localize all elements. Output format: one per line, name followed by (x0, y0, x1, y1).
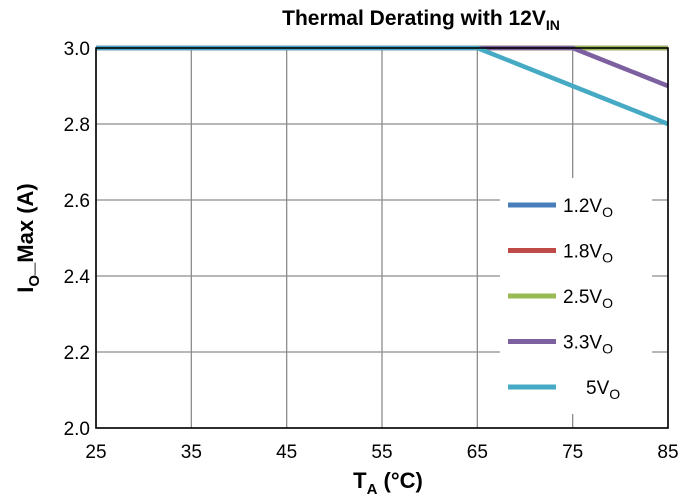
legend-label: 3.3VO (563, 333, 613, 357)
legend-label: 5VO (586, 378, 620, 402)
x-tick-label: 35 (181, 442, 202, 463)
legend-label: 1.2VO (563, 196, 613, 220)
x-tick-label: 25 (85, 442, 106, 463)
y-tick-label: 3.0 (64, 39, 90, 60)
x-tick-label: 85 (657, 442, 678, 463)
y-tick-label: 2.0 (64, 419, 90, 440)
y-tick-labels: 2.0 2.2 2.4 2.6 2.8 3.0 (64, 39, 91, 440)
x-tick-label: 65 (467, 442, 488, 463)
y-axis-label: IO_Max (A) (13, 183, 43, 292)
y-tick-label: 2.6 (64, 191, 90, 212)
legend: 1.2VO 1.8VO 2.5VO 3.3VO 5VO (500, 178, 652, 414)
x-axis-label: TA (°C) (353, 468, 423, 498)
y-tick-label: 2.4 (64, 267, 91, 288)
x-tick-label: 75 (562, 442, 583, 463)
chart-title: Thermal Derating with 12VIN (282, 7, 560, 33)
y-tick-label: 2.8 (64, 115, 90, 136)
plot-frame (95, 47, 669, 429)
x-tick-labels: 25 35 45 55 65 75 85 (85, 442, 678, 463)
y-tick-label: 2.2 (64, 343, 90, 364)
x-tick-label: 55 (371, 442, 392, 463)
legend-label: 2.5VO (563, 287, 613, 311)
x-tick-label: 45 (276, 442, 297, 463)
legend-label: 1.8VO (563, 242, 613, 266)
